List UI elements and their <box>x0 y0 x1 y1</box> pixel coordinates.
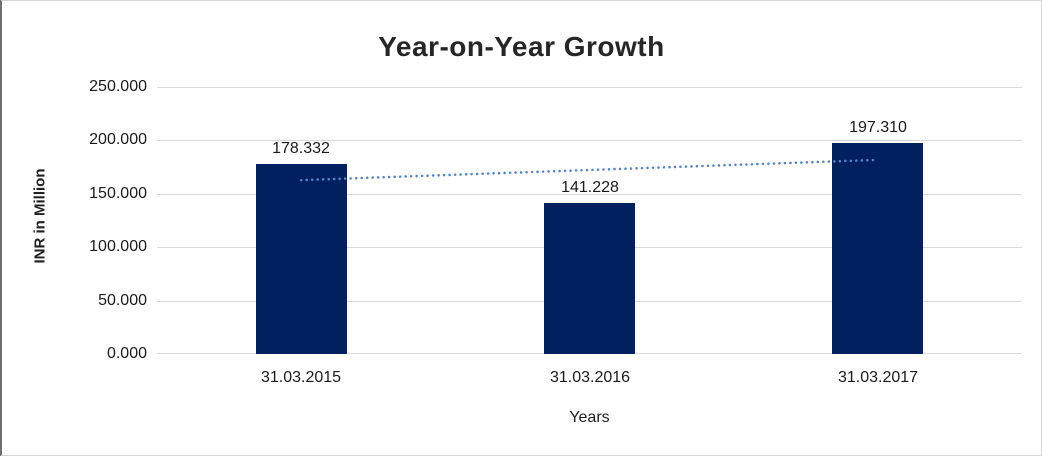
x-axis-title: Years <box>569 409 610 426</box>
y-tick-label: 250.000 <box>89 78 147 95</box>
y-tick-label: 200.000 <box>89 131 147 149</box>
x-tick-label: 31.03.2016 <box>549 369 631 386</box>
bar <box>256 164 347 354</box>
chart-title: Year-on-Year Growth <box>378 31 665 62</box>
y-tick-label: 0.000 <box>106 345 147 362</box>
x-tick-label: 31.03.2017 <box>837 369 919 386</box>
gridline <box>157 140 1022 141</box>
bar-value-label: 197.310 <box>849 119 907 137</box>
gridline <box>157 87 1022 88</box>
y-tick-label: 50.000 <box>98 291 147 309</box>
x-tick-label: 31.03.2015 <box>260 369 342 386</box>
y-tick-label: 150.000 <box>89 184 147 202</box>
trendline <box>299 158 880 182</box>
plot-area: 178.332 141.228 197.310 <box>157 87 1022 354</box>
gridline <box>157 194 1022 195</box>
bar <box>544 203 635 354</box>
bar <box>832 143 923 354</box>
y-tick-label: 100.000 <box>89 238 147 256</box>
bar-value-label: 141.228 <box>561 179 619 197</box>
bar-value-label: 178.332 <box>272 139 330 157</box>
